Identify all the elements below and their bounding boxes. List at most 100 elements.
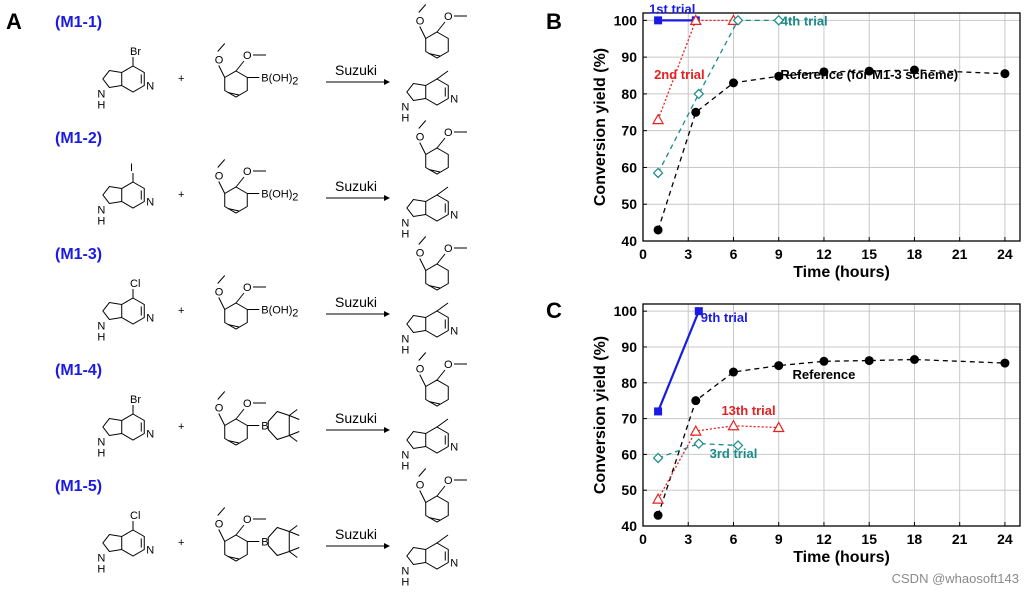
series-annotation: 13th trial (721, 403, 775, 418)
methyl-bond (217, 507, 226, 516)
y-tick-label: 100 (614, 12, 638, 28)
methyl-bond (288, 435, 298, 442)
series-annotation: 1st trial (649, 1, 695, 16)
reagent-benzene-ring (224, 418, 248, 446)
pyridine-n-atom: N (450, 210, 458, 222)
methoxy-bond (218, 413, 226, 426)
x-tick-label: 15 (861, 531, 877, 547)
methyl-bond (418, 4, 427, 13)
x-tick-label: 0 (639, 531, 647, 547)
x-axis-title: Time (hours) (793, 264, 890, 281)
pyrrole-h-atom: H (97, 447, 105, 459)
data-point-marker (727, 419, 740, 431)
pyrrole-nh-atom: N (97, 204, 105, 216)
double-bond (428, 169, 441, 173)
data-point-marker (693, 88, 705, 100)
methoxy-bond (436, 21, 446, 33)
data-point-marker (772, 421, 785, 433)
biaryl-bond (436, 186, 449, 196)
x-tick-label: 9 (775, 246, 783, 262)
y-tick-label: 50 (621, 482, 637, 498)
product-benzene-ring (425, 263, 449, 291)
product-benzene-ring (425, 495, 449, 523)
x-tick-label: 18 (907, 531, 923, 547)
pyrrole-h-atom: H (401, 460, 409, 472)
methoxy-oxygen-atom: O (416, 248, 425, 260)
y-tick-label: 50 (621, 196, 637, 212)
data-point-marker (732, 440, 744, 451)
x-tick-label: 21 (952, 531, 968, 547)
pyrrole-nh-atom: N (97, 88, 105, 100)
pyridine-n-atom: N (146, 545, 154, 557)
plus-sign: + (178, 189, 184, 201)
y-tick-label: 90 (621, 339, 637, 355)
pyrrole-nh-atom: N (401, 217, 409, 229)
product-benzene-ring (425, 147, 449, 175)
double-bond (227, 92, 240, 96)
plus-sign: + (178, 73, 184, 85)
product-benzene-ring (425, 379, 449, 407)
methoxy-bond (419, 26, 427, 39)
methoxy-bond (436, 485, 446, 497)
pyrrole-ring (102, 418, 122, 436)
series-line (657, 358, 1005, 516)
x-tick-label: 21 (952, 246, 968, 262)
pyridine-n-atom: N (146, 429, 154, 441)
x-tick-label: 0 (639, 246, 647, 262)
data-point-marker (652, 492, 665, 504)
chart-c: 0 3 6 9 12 15 18 21 24 40 50 60 70 80 90 100 Time (hours… (592, 303, 1021, 566)
y-tick-label: 80 (621, 86, 637, 102)
methoxy-oxygen-atom: O (416, 364, 425, 376)
methyl-bond (217, 43, 226, 52)
methoxy-bond (436, 369, 446, 381)
reagent-benzene-ring (224, 302, 248, 330)
panel-letter-c: C (546, 298, 562, 323)
methoxy-oxygen-atom: O (215, 55, 224, 67)
series-annotation: 3rd trial (710, 446, 758, 461)
double-bond (428, 285, 441, 289)
series-annotation: 2nd trial (654, 67, 705, 82)
pyrrole-h-atom: H (97, 99, 105, 111)
methyl-bond (288, 551, 298, 558)
pyrrole-h-atom: H (401, 112, 409, 124)
methoxy-oxygen-atom: O (243, 166, 252, 178)
arrow-head (384, 311, 390, 317)
boron-group-label: B(OH) (261, 305, 292, 317)
data-point-marker (693, 438, 705, 449)
methoxy-bond (235, 408, 245, 420)
arrow-head (384, 543, 390, 549)
data-point-marker (652, 113, 665, 125)
x-tick-label: 24 (997, 246, 1013, 262)
methyl-bond (288, 525, 298, 532)
methyl-bond (217, 275, 226, 284)
methyl-bond (418, 468, 427, 477)
biaryl-bond (436, 418, 449, 428)
suzuki-reagent-label: Suzuki (335, 526, 377, 542)
methoxy-oxygen-atom: O (243, 282, 252, 294)
methyl-bond (418, 352, 427, 361)
y-tick-label: 70 (621, 123, 637, 139)
plot-frame (642, 303, 1021, 527)
methyl-bond (289, 531, 300, 536)
methoxy-oxygen-atom: O (416, 132, 425, 144)
x-tick-label: 3 (684, 531, 692, 547)
methoxy-bond (436, 137, 446, 149)
arrow-head (384, 195, 390, 201)
data-point-marker (909, 65, 919, 75)
biaryl-bond (436, 534, 449, 544)
pyrrole-ring (102, 534, 122, 552)
series-line (657, 69, 1005, 231)
methyl-bond (288, 409, 298, 416)
methyl-bond (418, 120, 427, 129)
x-tick-label: 6 (730, 531, 738, 547)
biaryl-bond (436, 302, 449, 312)
data-point-marker (864, 356, 874, 366)
pyrrole-nh-atom: N (97, 552, 105, 564)
double-bond (428, 53, 441, 57)
methoxy-bond (235, 60, 245, 72)
methyl-bond (418, 236, 427, 245)
methyl-bond (217, 159, 226, 168)
x-tick-label: 12 (816, 246, 832, 262)
